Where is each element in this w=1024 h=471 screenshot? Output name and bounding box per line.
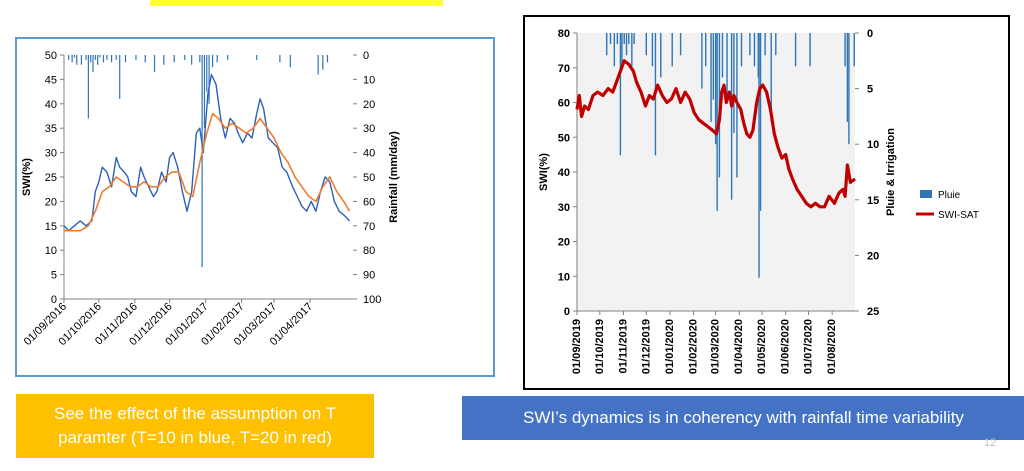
y2-tick-label: 90 xyxy=(363,270,375,282)
y-axis-title: SWI(%) xyxy=(21,158,33,196)
y-tick-label: 80 xyxy=(558,28,570,40)
y-tick-label: 10 xyxy=(45,245,57,257)
y2-tick-label: 20 xyxy=(363,99,375,111)
y2-tick-label: 25 xyxy=(867,306,879,318)
x-tick-label: 01/08/2020 xyxy=(826,319,838,374)
y-tick-label: 0 xyxy=(564,306,570,318)
x-tick-label: 01/07/2020 xyxy=(803,319,815,374)
x-tick-label: 01/04/2020 xyxy=(733,319,745,374)
y2-tick-label: 70 xyxy=(363,221,375,233)
y-tick-label: 30 xyxy=(45,148,57,160)
caption-left: See the effect of the assumption on T pa… xyxy=(16,394,374,458)
y-tick-label: 60 xyxy=(558,98,570,110)
x-tick-label: 01/10/2019 xyxy=(594,319,606,374)
x-tick-label: 01/06/2020 xyxy=(780,319,792,374)
y2-tick-label: 60 xyxy=(363,196,375,208)
y2-tick-label: 80 xyxy=(363,245,375,257)
y-tick-label: 70 xyxy=(558,63,570,75)
y-tick-label: 40 xyxy=(558,167,570,179)
page-number: 12 xyxy=(984,437,997,449)
y-tick-label: 0 xyxy=(51,294,57,306)
y2-tick-label: 30 xyxy=(363,123,375,135)
y-tick-label: 35 xyxy=(45,123,57,135)
highlight-bar xyxy=(150,0,443,6)
caption-right-text: SWI’s dynamics is in coherency with rain… xyxy=(523,408,964,427)
y-tick-label: 40 xyxy=(45,99,57,111)
x-tick-label: 01/11/2019 xyxy=(617,319,629,373)
y2-tick-label: 50 xyxy=(363,172,375,184)
y2-tick-label: 0 xyxy=(363,50,369,62)
x-tick-label: 01/01/2020 xyxy=(664,319,676,374)
legend-swatch xyxy=(920,190,932,198)
y2-tick-label: 5 xyxy=(867,84,873,96)
y-tick-label: 50 xyxy=(558,132,570,144)
y2-tick-label: 0 xyxy=(867,28,873,40)
x-tick-label: 01/12/2019 xyxy=(640,319,652,374)
x-tick-label: 01/03/2020 xyxy=(710,319,722,374)
y-tick-label: 25 xyxy=(45,172,57,184)
series-line-blue xyxy=(63,73,351,232)
y-tick-label: 15 xyxy=(45,221,57,233)
series-line-orange xyxy=(64,112,351,232)
y-tick-label: 45 xyxy=(45,74,57,86)
x-tick-label: 01/09/2019 xyxy=(571,319,583,374)
caption-left-text: See the effect of the assumption on T pa… xyxy=(54,404,336,447)
caption-right: SWI’s dynamics is in coherency with rain… xyxy=(462,396,1024,440)
y2-tick-label: 10 xyxy=(363,74,375,86)
legend-label: SWI-SAT xyxy=(938,210,979,221)
series-line-red xyxy=(575,59,856,209)
y-tick-label: 10 xyxy=(558,271,570,283)
y2-tick-label: 40 xyxy=(363,148,375,160)
y-tick-label: 30 xyxy=(558,202,570,214)
chart-right-panel: 0 10 20 30 40 50 60 70 80 25 20 15 10 5 0 01/09/2019 01/… xyxy=(523,15,1010,390)
y-tick-label: 20 xyxy=(45,196,57,208)
y2-tick-label: 20 xyxy=(867,250,879,262)
y2-axis-title: Rainfall (mm/day) xyxy=(388,131,400,223)
y-tick-label: 5 xyxy=(51,270,57,282)
y2-tick-label: 100 xyxy=(363,294,381,306)
y2-tick-label: 15 xyxy=(867,195,879,207)
y-tick-label: 20 xyxy=(558,237,570,249)
legend-label: Pluie xyxy=(938,190,961,201)
y-tick-label: 50 xyxy=(45,50,57,62)
chart-left-panel: 0 5 10 15 20 25 30 35 40 45 50 100 90 80 70 60 50 40 30 20 1… xyxy=(15,37,495,377)
y2-axis-title: Pluie & Irrigation xyxy=(885,128,897,216)
y-axis-title: SWI(%) xyxy=(538,153,550,191)
x-tick-label: 01/02/2020 xyxy=(688,319,700,374)
chart-left: 0510152025303540455010090807060504030201… xyxy=(21,50,400,348)
x-tick-label: 01/05/2020 xyxy=(756,319,768,374)
y2-tick-label: 10 xyxy=(867,139,879,151)
